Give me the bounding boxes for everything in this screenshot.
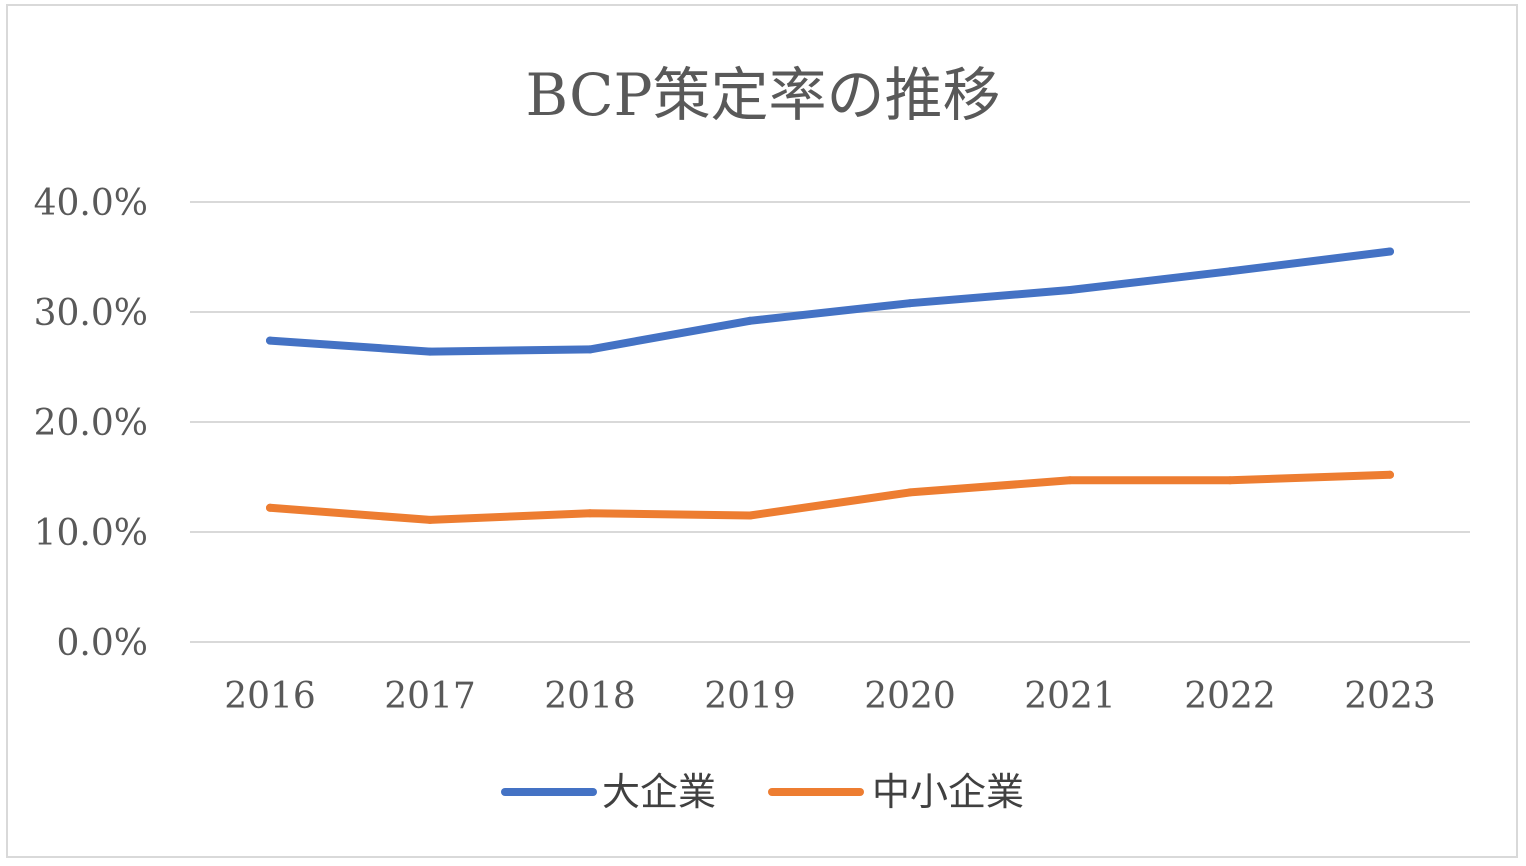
data-point [1386,247,1394,256]
legend: 大企業 中小企業 [501,770,1024,814]
legend-label: 中小企業 [872,770,1024,814]
x-tick-label: 2017 [384,676,476,717]
data-point [586,509,594,518]
data-point [906,488,914,497]
y-tick-label: 40.0% [34,183,148,224]
data-point [746,511,754,520]
data-point [1066,286,1074,294]
x-tick-label: 2021 [1024,676,1116,717]
x-tick-label: 2020 [864,676,956,717]
x-tick-label: 2022 [1184,676,1276,717]
y-tick-label: 0.0% [57,623,148,664]
chart-title: BCP策定率の推移 [525,61,1000,129]
y-tick-label: 10.0% [34,513,148,554]
data-point [1386,470,1394,479]
x-tick-label: 2018 [544,676,636,717]
chart-frame [6,4,1518,858]
data-point [586,345,594,354]
data-point [1066,476,1074,485]
y-tick-label: 20.0% [34,403,148,444]
gridlines [190,201,1470,643]
series-lines [266,247,1394,524]
data-point [266,336,274,345]
data-point [266,503,274,512]
data-point [906,299,914,308]
data-point [1226,267,1234,276]
data-point [426,515,434,524]
x-tick-label: 2023 [1344,676,1436,717]
series-line-1 [266,247,1394,356]
x-tick-label: 2019 [704,676,796,717]
x-tick-label: 2016 [224,676,316,717]
data-point [426,347,434,356]
y-tick-label: 30.0% [34,293,148,334]
x-axis-ticks: 2016 2017 2018 2019 2020 2021 2022 2023 [224,676,1436,717]
data-point [746,316,754,325]
series-line-2 [266,470,1394,524]
y-axis-ticks: 0.0% 10.0% 20.0% 30.0% 40.0% [34,183,148,664]
legend-label: 大企業 [602,770,716,814]
data-point [1226,476,1234,485]
